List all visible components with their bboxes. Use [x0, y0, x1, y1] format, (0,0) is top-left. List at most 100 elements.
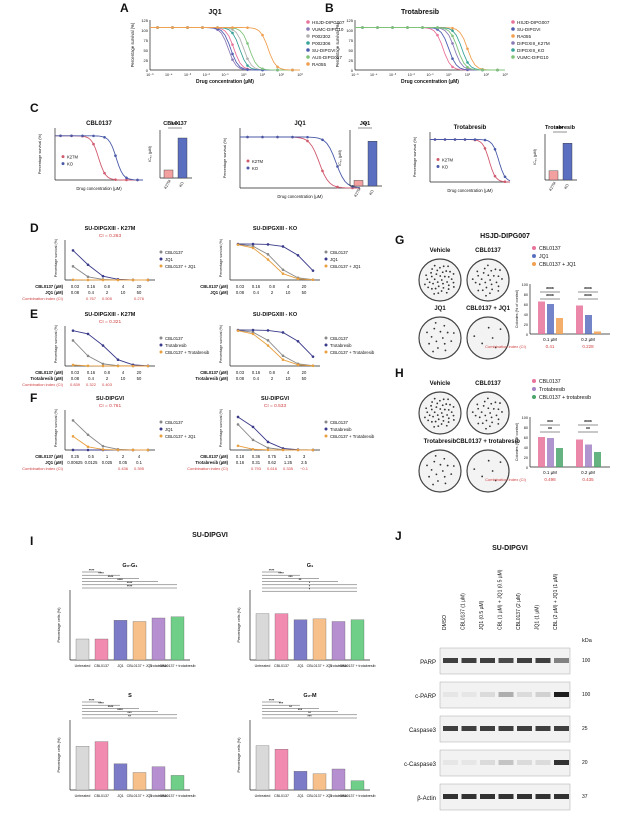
dose-value: 10 — [121, 290, 126, 295]
i-title: SU-DIPGVI — [192, 532, 228, 539]
legend-marker — [324, 343, 328, 347]
colony-dot — [435, 340, 438, 343]
def-curve — [237, 416, 314, 451]
category-label: CBL0137 — [94, 794, 109, 798]
x-axis-label: Drug concentration (µM) — [447, 188, 493, 193]
significance-label: ** — [586, 427, 590, 433]
c-k27m-point — [306, 139, 309, 143]
legend-marker — [159, 350, 163, 354]
ci-row-label: Combination index (CI) — [22, 466, 64, 471]
significance-label: **** — [584, 287, 592, 293]
b-series-4-point — [466, 61, 469, 64]
x-tick-label: 10⁻⁵ — [351, 73, 359, 77]
significance-label: *** — [307, 714, 312, 718]
colony-dot — [434, 287, 437, 290]
colony-dot — [449, 270, 451, 273]
blot-band — [443, 658, 458, 663]
dose-value: 50 — [137, 376, 142, 381]
ci-value: 0.276 — [134, 296, 145, 301]
dose-value: 2 — [106, 376, 109, 381]
colony-dot — [452, 419, 455, 421]
colony-dot — [452, 414, 455, 417]
ci-row-label: Combination index (CI) — [187, 466, 229, 471]
colony-dot — [445, 270, 448, 272]
colony-dot — [476, 403, 479, 406]
def-point — [101, 274, 105, 278]
c-k27m-point — [114, 178, 117, 181]
category-label: CBL0137 + JQ1 — [307, 794, 333, 798]
bar-category-label: KO — [369, 189, 375, 196]
y-axis-label: Percentage cells (%) — [237, 737, 241, 773]
colony-dot — [446, 464, 449, 467]
legend-entry: CBL0137 + Trotabresib — [330, 350, 375, 355]
legend-marker — [246, 166, 250, 170]
def-point — [236, 329, 240, 332]
legend-entry: CBL0137 + JQ1 — [330, 264, 361, 269]
def-point — [86, 364, 90, 368]
colony-dot — [486, 264, 489, 267]
significance-label: **** — [546, 294, 554, 300]
def-point — [101, 448, 105, 451]
colony-dot — [499, 269, 501, 271]
colony-dot — [432, 282, 434, 285]
panel-label-D: D — [30, 221, 39, 235]
def-curve — [72, 420, 149, 451]
def-point — [101, 444, 105, 448]
x-tick-label: 10⁻¹ — [221, 73, 229, 77]
colony-dot — [440, 412, 443, 414]
g-bar — [556, 318, 563, 334]
band-label: Caspase3 — [409, 728, 437, 734]
colony-dot — [481, 289, 484, 292]
c-ko-curve — [55, 135, 143, 181]
legend-marker — [324, 420, 328, 424]
well-label: CBL0137 + trotabresib — [456, 439, 520, 445]
colony-dot — [436, 402, 439, 405]
significance-label: **** — [127, 584, 133, 588]
colony-dot — [477, 289, 480, 292]
c-ko-point — [70, 134, 73, 138]
def-point — [266, 339, 270, 342]
blot-band — [535, 658, 551, 663]
colony-dot — [435, 473, 438, 476]
dose-value: 3 — [303, 454, 306, 459]
def-point — [101, 344, 105, 347]
legend-marker — [532, 262, 536, 266]
legend-entry: CBL0137 + JQ1 — [165, 434, 196, 439]
c-ko-point — [136, 178, 139, 182]
i-bar — [113, 620, 128, 661]
def-point — [236, 243, 240, 246]
panel-label-H: H — [395, 366, 404, 380]
dose-value: 0.4 — [88, 290, 94, 295]
g-bar — [538, 301, 545, 334]
colony-dot — [442, 398, 445, 401]
colony-dot — [473, 335, 476, 338]
x-tick-label: 10⁻³ — [389, 73, 397, 77]
legend-marker — [532, 254, 536, 258]
legend-marker — [324, 336, 328, 340]
y-axis-label: Percentage survival (%) — [130, 22, 135, 67]
legend-marker — [159, 336, 163, 340]
significance-label: **** — [269, 568, 275, 572]
i-chart-title: G₀-G₁ — [122, 563, 138, 569]
i-bar — [274, 749, 289, 791]
category-label: CBL0137 — [274, 664, 289, 668]
c-k27m-point — [483, 147, 487, 150]
legend-marker — [306, 55, 310, 59]
panel-label-G: G — [395, 233, 404, 247]
significance-label: **** — [108, 575, 114, 579]
significance-label: **** — [584, 294, 592, 300]
colony-dot — [494, 401, 497, 404]
def-curve — [72, 330, 149, 367]
legend-marker — [532, 395, 536, 399]
colony-dot — [434, 420, 437, 423]
i-chart-title: S — [128, 693, 132, 699]
blot-band — [554, 726, 569, 731]
y-axis-label: Percentage survival (%) — [223, 137, 227, 178]
blot-band — [480, 658, 495, 663]
colony-dot — [452, 406, 455, 408]
colony-dot — [435, 406, 438, 408]
a-series-6-point — [261, 33, 264, 37]
colony-dot — [446, 331, 449, 334]
legend-entry: HSJD-DIPG007 — [312, 20, 345, 25]
significance-label: **** — [89, 568, 95, 572]
